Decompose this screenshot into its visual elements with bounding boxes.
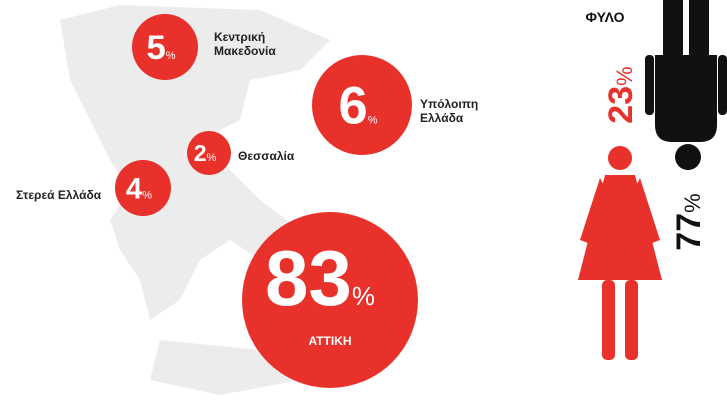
category-label: Θεσσαλία [238,149,295,163]
value: 2 [194,140,207,166]
unit: % [142,189,152,201]
unit: % [680,193,705,213]
value-label: 6% [339,76,378,135]
category-label: Υπόλοιπη Ελλάδα [420,97,479,125]
bubble [115,160,171,216]
gender-value: 77% [670,193,708,250]
gender-title: ΦΥΛΟ [585,9,624,25]
bubble [312,55,412,155]
category-label: Στερεά Ελλάδα [16,188,102,202]
unit: % [368,114,378,126]
unit: % [612,66,637,86]
bubble [187,131,231,175]
value: 77 [670,213,708,251]
value-label: 4% [126,172,152,205]
category-label: Κεντρική Μακεδονία [214,30,276,58]
unit: % [166,50,176,62]
unit: % [352,281,375,311]
value-label: 5% [146,29,175,67]
category-label: ΑΤΤΙΚΗ [309,334,352,348]
map-background [60,5,330,395]
gender-value: 23% [602,66,640,123]
value: 4 [126,172,143,205]
value: 23 [602,86,640,124]
gender-head [608,146,632,170]
value-label: 83% [265,234,375,322]
male-icon [645,0,727,142]
gender-head [675,144,701,170]
value: 6 [339,76,368,135]
unit: % [207,152,217,164]
value: 83 [265,234,352,322]
bubble [132,14,198,80]
value-label: 2% [194,140,217,166]
bubble [242,212,418,388]
value: 5 [146,29,165,67]
female-icon [578,175,662,360]
